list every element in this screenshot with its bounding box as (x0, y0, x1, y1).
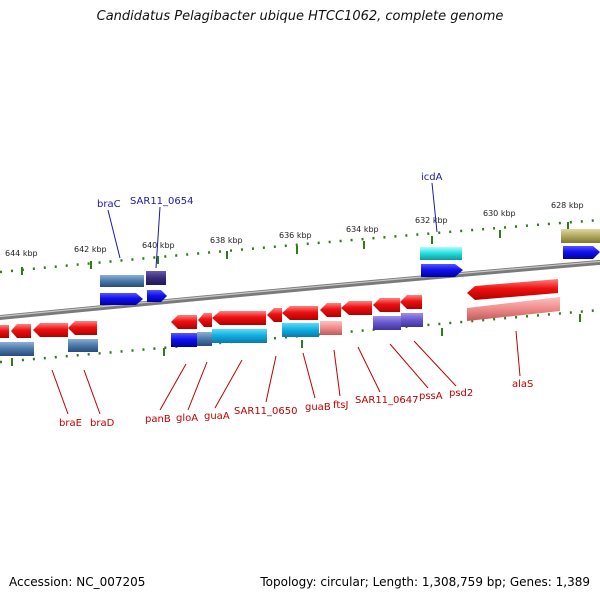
gene-label-guaB[interactable]: guaB (305, 402, 331, 413)
scale-label: 636 kbp (279, 231, 312, 240)
gene-label-psd2[interactable]: psd2 (449, 388, 473, 399)
gene-SAR11_0654-arrow (147, 290, 167, 302)
gene-feature (561, 229, 600, 243)
gene-gloA-arrow (198, 313, 212, 327)
gene-label-SAR11_0654[interactable]: SAR11_0654 (130, 196, 194, 207)
gene-guaB-arrow (282, 306, 318, 320)
gene-label-SAR11_0647[interactable]: SAR11_0647 (355, 395, 419, 406)
gene-SAR11_0654-feature (146, 271, 166, 285)
gene-arrow (33, 323, 68, 337)
genome-backbone-highlight (0, 260, 600, 318)
gene-icdA-arrow (421, 264, 463, 277)
gene-ftsJ-feature (320, 321, 342, 335)
scale-label: 640 kbp (142, 241, 175, 250)
scale-label: 634 kbp (346, 225, 379, 234)
genome-stats-text: Topology: circular; Length: 1,308,759 bp… (260, 575, 590, 589)
gene-ftsJ-arrow (320, 303, 341, 317)
gene-alaS-feature (467, 297, 560, 321)
gene-panB-arrow (171, 315, 197, 329)
gene-braC-arrow (100, 293, 143, 305)
gene-label-alaS[interactable]: alaS (512, 379, 533, 390)
gene-label-pssA[interactable]: pssA (419, 391, 443, 402)
gene-braD-feature (68, 339, 98, 352)
gene-guaA-feature (212, 329, 267, 343)
scale-label: 630 kbp (483, 209, 516, 218)
gene-label-braC[interactable]: braC (97, 199, 121, 210)
upper-major-ticks (21, 222, 569, 275)
gene-braC-feature (100, 275, 144, 287)
scale-label: 638 kbp (210, 236, 243, 245)
gene-gloA-feature (197, 332, 212, 346)
gene-pssA-arrow (373, 298, 400, 312)
gene-arrow (11, 324, 31, 338)
gene-label-gloA[interactable]: gloA (176, 413, 198, 424)
gene-SAR11_0650-arrow (267, 308, 282, 322)
upper-scale-dots (0, 218, 600, 274)
accession-text: Accession: NC_007205 (9, 575, 146, 589)
gene-arrow (68, 321, 97, 335)
scale-label: 642 kbp (74, 245, 107, 254)
gene-label-guaA[interactable]: guaA (204, 411, 230, 422)
upper-label-leaders (107, 182, 438, 269)
gene-guaA-arrow (212, 311, 266, 325)
gene-psd2-arrow (400, 295, 422, 309)
gene-psd2-feature (401, 313, 423, 327)
gene-label-braD[interactable]: braD (90, 418, 115, 429)
gene-arrow (0, 325, 9, 338)
gene-pssA-feature (373, 316, 401, 330)
gene-label-SAR11_0650[interactable]: SAR11_0650 (234, 406, 298, 417)
scale-label: 644 kbp (5, 249, 38, 258)
gene-label-icdA[interactable]: icdA (421, 172, 443, 183)
gene-panB-feature (171, 333, 197, 347)
lower-major-ticks (11, 314, 581, 366)
gene-label-panB[interactable]: panB (145, 414, 171, 425)
genome-backbone (0, 259, 600, 321)
gene-guaB-feature (282, 323, 319, 337)
scale-label: 632 kbp (415, 216, 448, 225)
scale-label: 628 kbp (551, 201, 584, 210)
lower-label-leaders (51, 330, 521, 415)
gene-alaS-arrow (467, 279, 558, 300)
lower-scale-dots (0, 308, 600, 364)
gene-icdA-feature (420, 247, 462, 260)
map-title: Candidatus Pelagibacter ubique HTCC1062,… (96, 9, 504, 24)
gene-SAR11_0647-arrow (341, 301, 372, 315)
gene-arrow (563, 246, 600, 259)
gene-label-ftsJ[interactable]: ftsJ (333, 400, 348, 411)
gene-braE-feature (0, 342, 34, 356)
gene-label-braE[interactable]: braE (59, 418, 82, 429)
